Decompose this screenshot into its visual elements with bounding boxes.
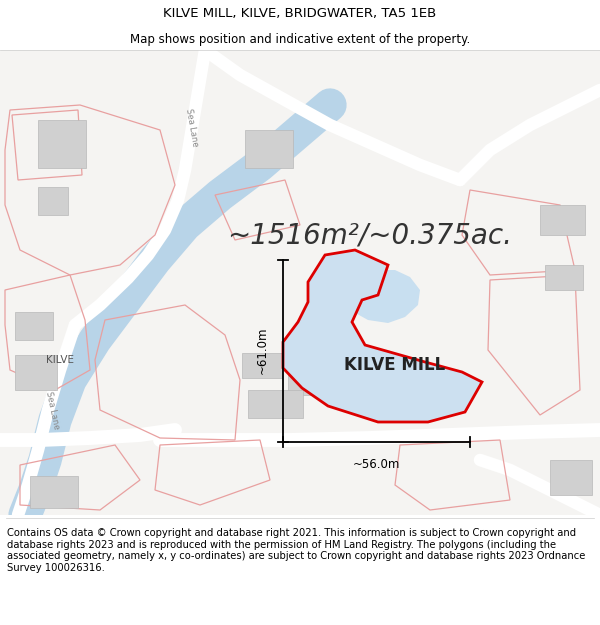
Bar <box>242 353 282 378</box>
Text: Sea Lane: Sea Lane <box>44 390 61 430</box>
Bar <box>30 476 78 508</box>
Bar <box>245 130 293 168</box>
Bar <box>545 265 583 290</box>
Text: ~61.0m: ~61.0m <box>256 326 269 374</box>
Text: KILVE MILL, KILVE, BRIDGWATER, TA5 1EB: KILVE MILL, KILVE, BRIDGWATER, TA5 1EB <box>163 8 437 21</box>
Text: ~1516m²/~0.375ac.: ~1516m²/~0.375ac. <box>227 221 512 249</box>
Text: Sea Lane: Sea Lane <box>184 108 200 148</box>
Bar <box>38 120 86 168</box>
Bar <box>15 312 53 340</box>
Bar <box>288 370 323 395</box>
Bar <box>550 460 592 495</box>
Polygon shape <box>283 250 482 422</box>
Bar <box>540 205 585 235</box>
Bar <box>248 390 303 418</box>
Text: ~56.0m: ~56.0m <box>353 459 400 471</box>
Text: KILVE MILL: KILVE MILL <box>344 356 446 374</box>
Text: Map shows position and indicative extent of the property.: Map shows position and indicative extent… <box>130 32 470 46</box>
Text: Contains OS data © Crown copyright and database right 2021. This information is : Contains OS data © Crown copyright and d… <box>7 528 586 573</box>
Polygon shape <box>335 270 420 323</box>
Bar <box>38 187 68 215</box>
Text: KILVE: KILVE <box>46 355 74 365</box>
Bar <box>15 355 57 390</box>
